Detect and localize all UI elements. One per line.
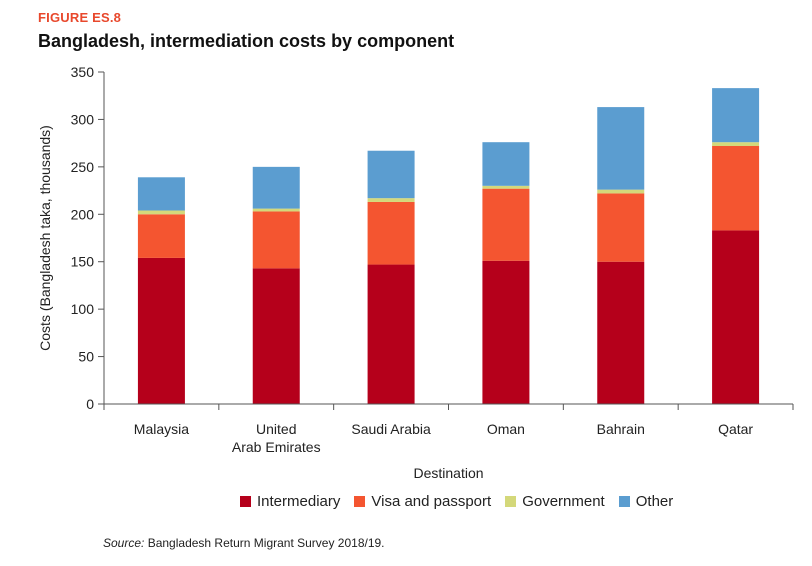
y-tick-label: 150 bbox=[71, 254, 95, 270]
figure-title: Bangladesh, intermediation costs by comp… bbox=[38, 31, 455, 51]
bar-segment-intermediary bbox=[597, 261, 645, 404]
y-tick-label: 250 bbox=[71, 159, 95, 175]
bar-segment-intermediary bbox=[712, 230, 760, 404]
y-tick-label: 100 bbox=[71, 301, 95, 317]
bar-segment-visa-and-passport bbox=[367, 201, 415, 265]
legend-swatch bbox=[505, 496, 517, 507]
chart-legend: Intermediary Visa and passport Government O… bbox=[240, 493, 687, 510]
source-prefix: Source: bbox=[103, 536, 145, 550]
y-tick-label: 200 bbox=[71, 206, 95, 222]
legend-label: Visa and passport bbox=[371, 493, 492, 510]
bar-segment-government bbox=[597, 189, 645, 194]
bar-segment-visa-and-passport bbox=[597, 193, 645, 262]
y-tick-label: 0 bbox=[86, 396, 94, 412]
bar-segment-intermediary bbox=[252, 268, 300, 404]
bar-segment-intermediary bbox=[137, 257, 185, 404]
bar-segment-government bbox=[252, 208, 300, 212]
x-tick-label: Oman bbox=[487, 421, 525, 437]
source-text: Bangladesh Return Migrant Survey 2018/19… bbox=[147, 536, 385, 550]
legend-item-government: Government bbox=[505, 493, 605, 510]
bar-segment-other bbox=[367, 150, 415, 199]
bar-segment-visa-and-passport bbox=[137, 214, 185, 258]
bar-segment-other bbox=[252, 166, 300, 209]
x-axis-title: Destination bbox=[413, 465, 483, 481]
legend-item-visa-and-passport: Visa and passport bbox=[354, 493, 491, 510]
legend-label: Other bbox=[635, 493, 674, 510]
legend-swatch bbox=[618, 496, 630, 507]
y-tick-label: 300 bbox=[71, 111, 95, 127]
x-tick-label: Malaysia bbox=[134, 421, 189, 437]
x-tick-label: Bahrain bbox=[597, 421, 645, 437]
bar-segment-visa-and-passport bbox=[252, 211, 300, 269]
bar-series bbox=[137, 88, 760, 404]
x-tick-label: Qatar bbox=[718, 421, 753, 437]
x-axis-ticks: Malaysia United Arab Emirates Saudi Arabia O… bbox=[103, 404, 794, 455]
y-tick-label: 350 bbox=[71, 64, 95, 80]
bar-segment-visa-and-passport bbox=[712, 145, 760, 231]
legend-label: Intermediary bbox=[257, 493, 341, 510]
legend-item-intermediary: Intermediary bbox=[240, 493, 340, 510]
x-tick-label: United bbox=[256, 421, 296, 437]
bar-segment-intermediary bbox=[367, 264, 415, 404]
y-tick-label: 50 bbox=[78, 349, 94, 365]
x-tick-label: Saudi Arabia bbox=[351, 421, 431, 437]
bar-segment-government bbox=[712, 142, 760, 146]
bar-segment-government bbox=[482, 185, 530, 189]
y-axis-title: Costs (Bangladesh taka, thousands) bbox=[37, 125, 53, 351]
legend-label: Government bbox=[522, 493, 605, 510]
stacked-bar-chart: 0 50 100 150 200 250 300 350 Malaysia United Arab… bbox=[37, 64, 794, 481]
bar-segment-other bbox=[482, 142, 530, 186]
bar-segment-government bbox=[367, 198, 415, 202]
legend-swatch bbox=[240, 496, 251, 507]
y-axis-ticks: 0 50 100 150 200 250 300 350 bbox=[71, 64, 104, 412]
bar-segment-government bbox=[137, 210, 185, 215]
bar-segment-other bbox=[597, 107, 645, 190]
bar-segment-other bbox=[712, 88, 760, 143]
x-tick-label: Arab Emirates bbox=[232, 439, 321, 455]
bar-segment-visa-and-passport bbox=[482, 188, 530, 261]
bar-segment-other bbox=[137, 177, 185, 211]
axes bbox=[103, 72, 793, 405]
legend-swatch bbox=[354, 496, 366, 507]
figure-label: FIGURE ES.8 bbox=[38, 10, 122, 25]
bar-segment-intermediary bbox=[482, 260, 530, 404]
legend-item-other: Other bbox=[618, 493, 674, 510]
source-note: Source: Bangladesh Return Migrant Survey… bbox=[103, 536, 385, 550]
